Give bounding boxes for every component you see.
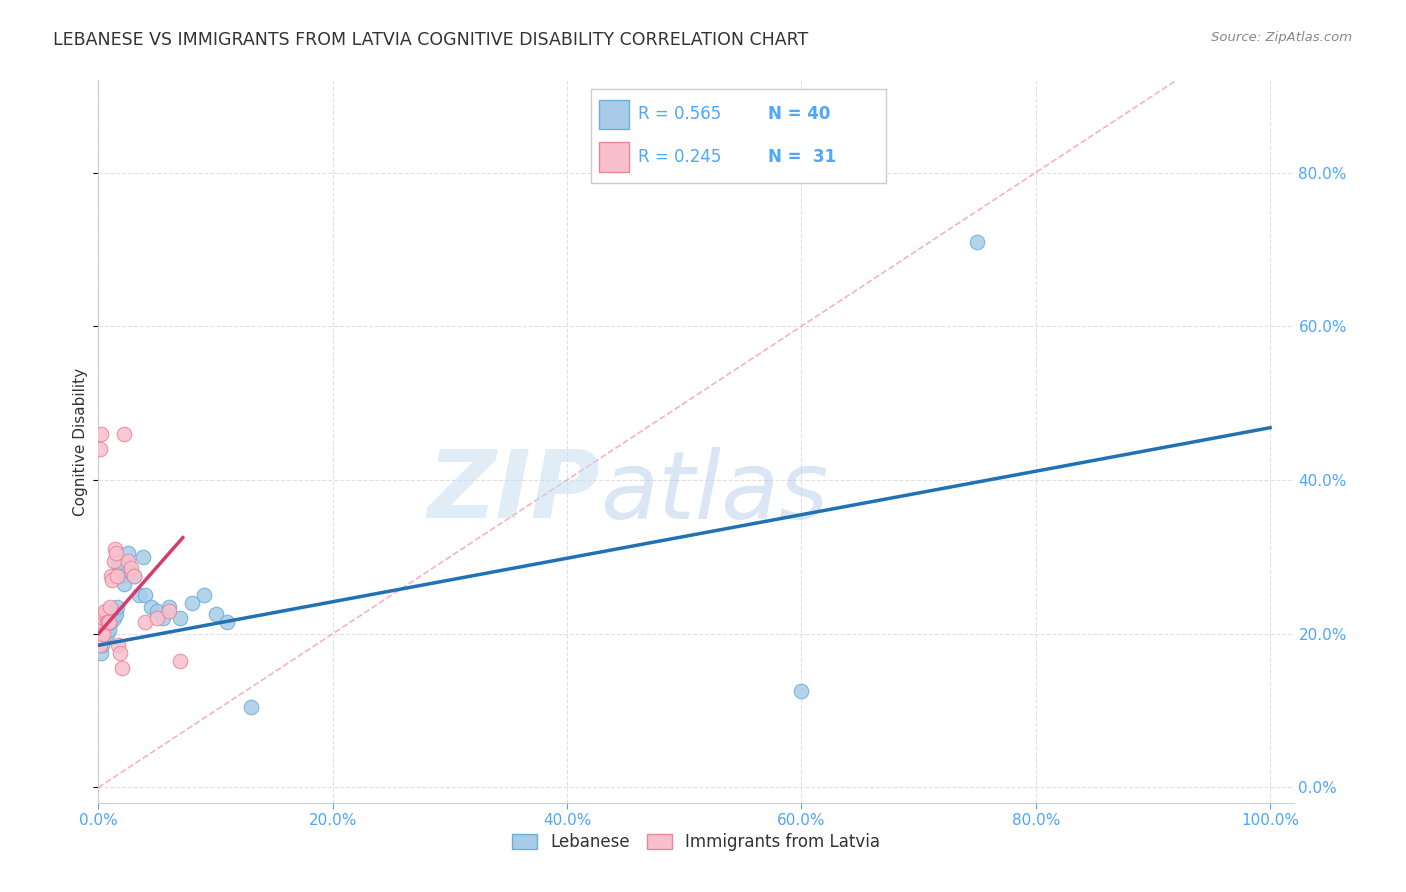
Text: atlas: atlas (600, 447, 828, 538)
Point (98, 615, 121, 630)
Legend: Lebanese, Immigrants from Latvia: Lebanese, Immigrants from Latvia (503, 825, 889, 860)
Point (122, 569, 145, 583)
Point (120, 565, 142, 579)
Point (89, 634, 111, 648)
Point (94, 604, 117, 618)
Point (169, 654, 191, 668)
Point (98, 623, 121, 637)
FancyBboxPatch shape (591, 89, 886, 183)
Point (217, 615, 239, 630)
Point (152, 611, 174, 625)
Point (134, 588, 156, 602)
FancyBboxPatch shape (599, 142, 628, 171)
Point (90, 638, 114, 652)
Point (104, 542, 127, 557)
Point (97, 615, 120, 630)
Point (146, 611, 169, 625)
Point (105, 569, 128, 583)
Point (90, 631, 112, 645)
Point (101, 607, 124, 622)
Point (94, 615, 117, 630)
Point (91, 626, 114, 640)
Point (181, 596, 204, 610)
Point (98, 611, 121, 625)
Point (105, 546, 128, 560)
Point (100, 569, 122, 583)
Point (90, 619, 112, 633)
Point (100, 615, 122, 630)
Point (146, 604, 169, 618)
Point (90, 426, 112, 441)
Y-axis label: Cognitive Disability: Cognitive Disability (73, 368, 89, 516)
Point (89, 442, 111, 457)
Point (105, 599, 128, 614)
Point (96, 615, 118, 630)
Point (104, 604, 127, 618)
Point (169, 611, 191, 625)
Point (122, 569, 145, 583)
Text: R = 0.245: R = 0.245 (638, 148, 721, 166)
Point (91, 631, 114, 645)
Point (93, 623, 115, 637)
Point (111, 569, 134, 583)
Point (103, 611, 125, 625)
Point (105, 607, 128, 622)
Point (93, 607, 115, 622)
Point (966, 235, 988, 249)
Point (108, 646, 131, 660)
Point (128, 588, 150, 602)
Point (134, 615, 156, 630)
Point (193, 588, 215, 602)
Point (107, 638, 129, 652)
Text: R = 0.565: R = 0.565 (638, 105, 721, 123)
Point (91, 611, 114, 625)
Point (112, 576, 135, 591)
Point (117, 554, 139, 568)
Point (90, 623, 114, 637)
Point (90, 615, 114, 630)
Point (157, 599, 180, 614)
Point (101, 573, 124, 587)
Point (141, 599, 163, 614)
Point (790, 684, 813, 698)
Point (132, 549, 155, 564)
Point (98, 599, 121, 614)
Point (111, 661, 134, 675)
Point (96, 626, 118, 640)
Text: N = 40: N = 40 (768, 105, 830, 123)
Point (204, 607, 226, 622)
Point (239, 699, 262, 714)
Point (90, 646, 112, 660)
Point (157, 604, 180, 618)
Text: Source: ZipAtlas.com: Source: ZipAtlas.com (1212, 31, 1353, 45)
Point (117, 546, 139, 560)
Point (89, 638, 111, 652)
Text: N =  31: N = 31 (768, 148, 835, 166)
Point (107, 558, 129, 572)
Point (108, 561, 131, 575)
Point (120, 561, 142, 575)
Text: LEBANESE VS IMMIGRANTS FROM LATVIA COGNITIVE DISABILITY CORRELATION CHART: LEBANESE VS IMMIGRANTS FROM LATVIA COGNI… (53, 31, 808, 49)
Text: ZIP: ZIP (427, 446, 600, 538)
Point (112, 426, 135, 441)
Point (97, 615, 120, 630)
FancyBboxPatch shape (599, 100, 628, 129)
Point (90, 626, 114, 640)
Point (103, 554, 125, 568)
